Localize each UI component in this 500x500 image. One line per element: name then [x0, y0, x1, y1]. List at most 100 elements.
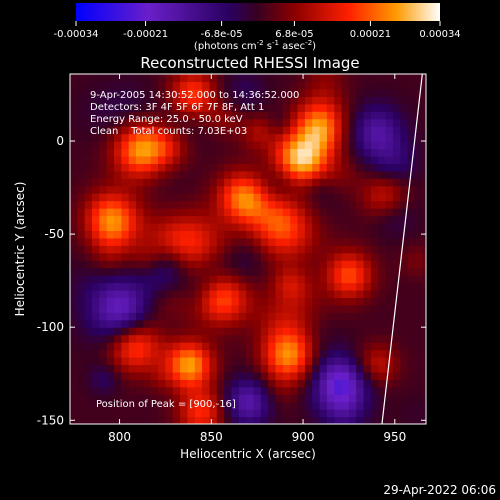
heatmap-cell [99, 185, 108, 194]
heatmap-cell [231, 74, 240, 83]
heatmap-cell [341, 118, 350, 127]
heatmap-cell [326, 304, 335, 313]
heatmap-cell [326, 193, 335, 202]
heatmap-cell [172, 282, 181, 291]
heatmap-cell [348, 356, 357, 366]
heatmap-cell [407, 312, 416, 321]
heatmap-cell [158, 409, 167, 418]
heatmap-cell [422, 364, 426, 373]
heatmap-cell [334, 356, 343, 366]
heatmap-cell [99, 319, 108, 328]
heatmap-cell [370, 386, 379, 395]
heatmap-cell [326, 155, 335, 164]
heatmap-cell [348, 416, 357, 424]
heatmap-cell [304, 148, 313, 157]
heatmap-cell [348, 200, 357, 209]
heatmap-cell [290, 289, 299, 299]
heatmap-cell [385, 215, 394, 224]
heatmap-cell [209, 155, 218, 164]
heatmap-cell [143, 349, 152, 358]
heatmap-cell [312, 275, 321, 284]
heatmap-cell [121, 111, 130, 120]
heatmap-cell [246, 111, 255, 120]
heatmap-cell [194, 170, 203, 179]
heatmap-cell [180, 297, 189, 306]
heatmap-cell [297, 252, 306, 261]
heatmap-cell [422, 401, 426, 410]
heatmap-cell [136, 155, 144, 164]
heatmap-cell [356, 275, 365, 284]
heatmap-cell [172, 312, 181, 321]
heatmap-cell [194, 133, 203, 142]
heatmap-cell [172, 133, 181, 142]
heatmap-cell [194, 282, 203, 291]
heatmap-cell [260, 208, 269, 217]
heatmap-cell [165, 312, 174, 321]
heatmap-cell [150, 81, 159, 90]
heatmap-cell [180, 289, 189, 299]
heatmap-cell [77, 297, 86, 306]
heatmap-cell [356, 371, 365, 380]
heatmap-cell [165, 297, 174, 306]
heatmap-cell [392, 96, 401, 105]
heatmap-cell [187, 193, 196, 202]
heatmap-cell [378, 111, 387, 120]
heatmap-cell [194, 394, 203, 403]
heatmap-cell [378, 267, 387, 276]
heatmap-cell [392, 297, 401, 306]
heatmap-cell [77, 133, 86, 142]
heatmap-cell [326, 334, 335, 343]
heatmap-cell [275, 334, 284, 343]
heatmap-cell [70, 394, 78, 403]
heatmap-cell [202, 371, 211, 380]
heatmap-cell [216, 386, 225, 395]
heatmap-cell [312, 178, 321, 187]
heatmap-cell [356, 133, 365, 142]
heatmap-cell [253, 319, 262, 328]
heatmap-cell [92, 379, 100, 388]
heatmap-cell [209, 74, 218, 83]
heatmap-cell [194, 155, 203, 164]
heatmap-cell [106, 289, 115, 299]
heatmap-cell [84, 245, 93, 254]
heatmap-cell [128, 96, 137, 105]
heatmap-cell [121, 260, 130, 269]
heatmap-cell [136, 394, 144, 403]
heatmap-cell [106, 267, 115, 276]
heatmap-cell [194, 327, 203, 336]
heatmap-cell [363, 141, 372, 150]
heatmap-cell [385, 178, 394, 187]
heatmap-cell [70, 386, 78, 395]
heatmap-cell [304, 141, 313, 150]
heatmap-cell [282, 371, 291, 380]
heatmap-cell [422, 200, 426, 209]
heatmap-cell [363, 237, 372, 246]
heatmap-cell [348, 252, 357, 261]
heatmap-cell [422, 126, 426, 135]
heatmap-cell [400, 237, 409, 246]
heatmap-cell [187, 237, 196, 246]
heatmap-cell [392, 230, 401, 239]
heatmap-cell [363, 267, 372, 276]
heatmap-cell [165, 386, 174, 395]
heatmap-cell [136, 111, 144, 120]
heatmap-cell [238, 386, 247, 395]
heatmap-cell [165, 126, 174, 135]
heatmap-cell [407, 103, 416, 112]
heatmap-cell [370, 252, 379, 261]
heatmap-cell [268, 349, 277, 358]
heatmap-cell [253, 379, 262, 388]
heatmap-cell [77, 282, 86, 291]
heatmap-cell [84, 141, 93, 150]
heatmap-cell [194, 401, 203, 410]
heatmap-cell [209, 111, 218, 120]
heatmap-cell [348, 371, 357, 380]
heatmap-cell [407, 208, 416, 217]
heatmap-cell [260, 148, 269, 157]
heatmap-cell [407, 245, 416, 254]
heatmap-cell [128, 185, 137, 194]
heatmap-cell [400, 379, 409, 388]
heatmap-cell [297, 96, 306, 105]
heatmap-cell [92, 193, 100, 202]
heatmap-cell [356, 356, 365, 366]
